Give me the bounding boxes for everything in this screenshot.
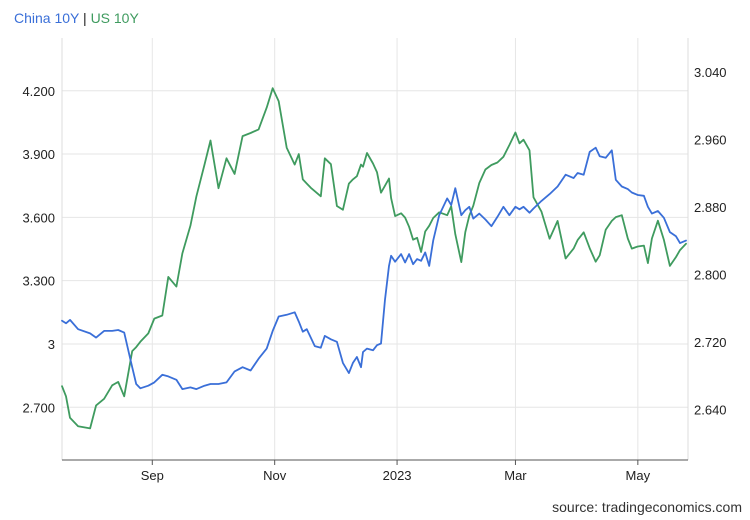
china-10y-line bbox=[61, 146, 687, 391]
y-right-tick-label: 2.800 bbox=[694, 267, 727, 282]
y-right-tick-label: 3.040 bbox=[694, 65, 727, 80]
tick-labels: 2.700 3 3.300 3.600 3.900 4.200 2.640 2.720 2.80… bbox=[22, 65, 726, 483]
y-left-tick-label: 3.600 bbox=[22, 210, 55, 225]
y-left-tick-label: 2.700 bbox=[22, 400, 55, 415]
y-right-tick-label: 2.960 bbox=[694, 132, 727, 147]
y-left-tick-label: 4.200 bbox=[22, 84, 55, 99]
y-left-tick-label: 3.900 bbox=[22, 147, 55, 162]
x-tick-label: Nov bbox=[263, 468, 287, 483]
legend-us[interactable]: US 10Y bbox=[90, 10, 139, 26]
y-right-tick-label: 2.880 bbox=[694, 200, 727, 215]
us-10y-line bbox=[61, 87, 687, 430]
legend: China 10Y | US 10Y bbox=[14, 10, 139, 26]
source-label: source: tradingeconomics.com bbox=[552, 499, 742, 515]
y-right-tick-label: 2.640 bbox=[694, 402, 727, 417]
x-tick-label: May bbox=[626, 468, 651, 483]
x-tick-label: 2023 bbox=[383, 468, 412, 483]
x-tick-label: Sep bbox=[141, 468, 164, 483]
y-left-tick-label: 3 bbox=[48, 337, 55, 352]
legend-china[interactable]: China 10Y bbox=[14, 10, 80, 26]
gridlines bbox=[62, 38, 688, 460]
x-tick-label: Mar bbox=[504, 468, 527, 483]
y-right-tick-label: 2.720 bbox=[694, 335, 727, 350]
series-lines bbox=[61, 87, 687, 430]
legend-separator: | bbox=[83, 10, 87, 26]
y-left-tick-label: 3.300 bbox=[22, 274, 55, 289]
axis-lines bbox=[61, 38, 689, 465]
